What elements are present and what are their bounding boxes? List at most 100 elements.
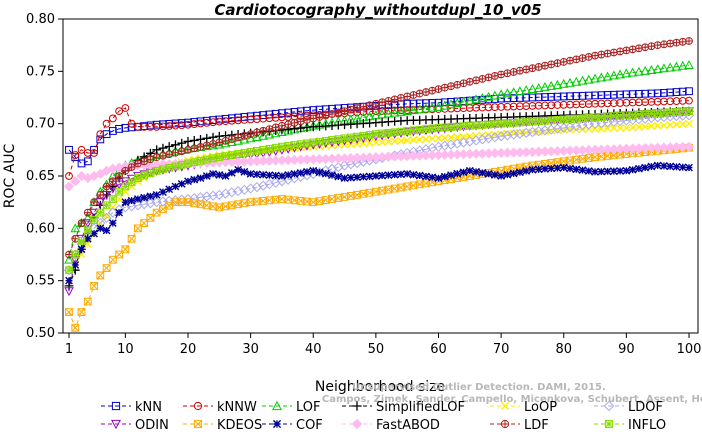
data-point-ldf — [685, 37, 693, 45]
data-point-kdeos — [196, 200, 205, 209]
data-point-kdeos — [240, 199, 249, 208]
data-point-ldf — [403, 93, 411, 100]
data-point-knn — [660, 88, 668, 97]
data-point-loop — [403, 136, 412, 145]
data-point-knn — [108, 127, 117, 135]
data-point-simplifiedlof — [152, 145, 162, 155]
data-point-kdeos — [365, 188, 374, 197]
data-point-kdeos — [184, 198, 192, 206]
y-tick-label: 0.75 — [26, 64, 55, 79]
data-point-knnw — [509, 102, 518, 111]
data-point-kdeos — [271, 195, 280, 204]
data-point-kdeos — [234, 200, 242, 209]
data-point-ldf — [215, 138, 224, 147]
data-point-loop — [609, 124, 618, 133]
data-point-ldf — [340, 107, 349, 116]
data-point-fastabod — [76, 170, 87, 182]
data-point-knn — [547, 92, 556, 101]
data-point-knnw — [90, 149, 98, 157]
data-point-knn — [653, 89, 662, 98]
data-point-lof — [458, 96, 469, 106]
data-point-cof — [152, 190, 161, 199]
data-point-knnw — [634, 98, 643, 107]
data-point-ldof — [226, 187, 237, 198]
data-point-kdeos — [566, 156, 574, 165]
data-point-knnw — [108, 114, 117, 123]
data-point-inflo — [165, 163, 174, 172]
data-point-kdeos — [585, 154, 593, 162]
data-point-cof — [572, 165, 581, 174]
data-point-inflo — [184, 159, 192, 168]
legend-marker-knn — [111, 401, 121, 411]
data-point-kdeos — [409, 181, 418, 190]
data-point-knn — [96, 135, 105, 144]
data-point-ldf — [246, 130, 255, 139]
data-point-cof — [259, 170, 268, 179]
data-point-lof — [671, 61, 682, 71]
data-point-lof — [252, 132, 262, 141]
data-point-lof — [646, 65, 657, 74]
data-point-knnw — [234, 116, 242, 125]
data-point-knn — [609, 90, 618, 99]
data-point-lof — [389, 107, 400, 117]
data-point-loop — [390, 137, 399, 146]
data-point-inflo — [497, 119, 505, 128]
legend-marker-loop — [500, 401, 510, 411]
data-point-kdeos — [378, 186, 387, 195]
data-point-inflo — [177, 161, 186, 169]
data-point-cof — [215, 171, 224, 179]
data-point-knnw — [384, 106, 393, 115]
data-point-cof — [547, 164, 556, 173]
data-point-knnw — [566, 100, 574, 109]
data-point-kdeos — [371, 187, 380, 196]
data-point-ldf — [622, 46, 631, 55]
data-point-knn — [578, 91, 587, 100]
data-point-loop — [653, 121, 662, 130]
data-point-ldf — [171, 148, 180, 157]
data-point-loop — [628, 123, 637, 132]
data-point-ldf — [272, 124, 280, 131]
data-point-loop — [635, 123, 643, 131]
data-point-knnw — [159, 122, 167, 131]
data-point-lof — [640, 65, 651, 75]
legend-entry-lof: LOF — [262, 400, 321, 415]
legend-marker-lof — [271, 400, 283, 411]
data-point-knn — [666, 88, 675, 97]
data-point-inflo — [71, 250, 80, 259]
data-point-kdeos — [290, 196, 299, 205]
data-point-inflo — [228, 151, 236, 159]
data-point-ldf — [234, 134, 242, 141]
data-point-cof — [234, 165, 242, 174]
data-point-ldf — [153, 153, 161, 161]
data-point-inflo — [90, 216, 98, 224]
data-point-ldof — [258, 180, 269, 191]
legend-marker-knnw — [193, 401, 203, 411]
data-point-cof — [71, 261, 80, 269]
data-point-cof — [127, 196, 136, 205]
data-point-kdeos — [140, 219, 148, 227]
data-point-lof — [490, 90, 500, 100]
data-point-kdeos — [347, 192, 355, 200]
data-point-inflo — [278, 142, 286, 151]
data-point-inflo — [610, 112, 618, 120]
data-point-knnw — [102, 119, 111, 128]
data-point-lof — [596, 72, 607, 82]
data-point-knnw — [497, 103, 506, 111]
data-point-fastabod — [76, 170, 87, 182]
data-point-kdeos — [83, 297, 92, 306]
data-point-knnw — [641, 98, 650, 107]
data-point-ldf — [534, 63, 543, 71]
x-tick-label: 50 — [368, 342, 385, 357]
data-point-loop — [447, 133, 455, 142]
data-point-ldf — [259, 127, 267, 135]
data-point-fastabod — [70, 176, 81, 187]
data-point-cof — [591, 167, 599, 176]
data-point-ldf — [390, 95, 399, 104]
data-point-inflo — [666, 108, 674, 117]
data-point-ldf — [478, 75, 486, 83]
data-point-lof — [220, 138, 231, 148]
data-point-kdeos — [359, 189, 368, 198]
data-point-knn — [616, 90, 625, 99]
data-point-kdeos — [296, 197, 305, 205]
data-point-lof — [277, 126, 287, 136]
